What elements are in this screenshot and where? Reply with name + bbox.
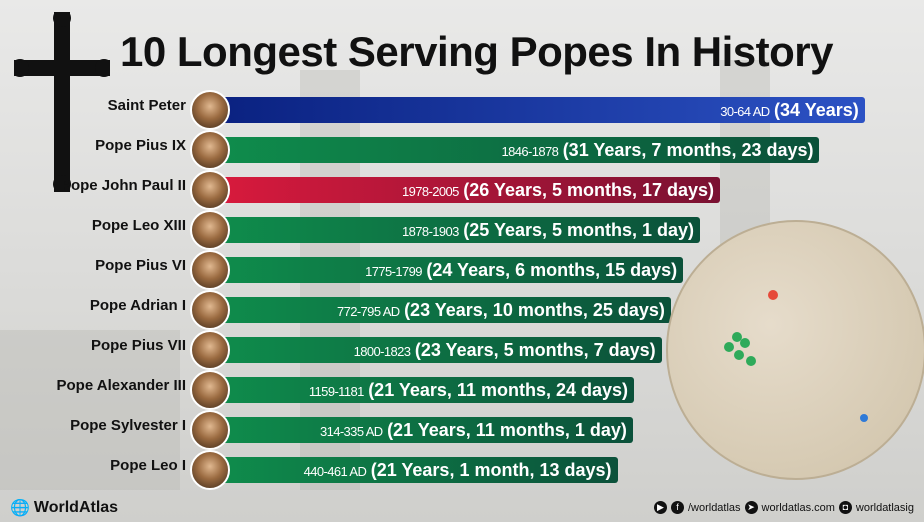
category-label: Pope Alexander III bbox=[56, 377, 187, 394]
bar-row: Saint Peter 30-64 AD (34 Years) bbox=[0, 90, 924, 130]
duration-label: (26 Years, 5 months, 17 days) bbox=[463, 180, 715, 200]
bar: 1800-1823 (23 Years, 5 months, 7 days) bbox=[212, 337, 662, 363]
duration-label: (23 Years, 5 months, 7 days) bbox=[414, 340, 656, 360]
cross-icon bbox=[14, 12, 110, 192]
duration-label: (34 Years) bbox=[774, 100, 859, 120]
category-label: Pope John Paul II bbox=[60, 177, 186, 194]
pope-portrait bbox=[190, 290, 230, 330]
bar-row: Pope Sylvester I 314-335 AD (21 Years, 1… bbox=[0, 410, 924, 450]
date-label: 30-64 AD bbox=[720, 104, 770, 119]
map-marker-italy bbox=[740, 338, 750, 348]
bar: 1846-1878 (31 Years, 7 months, 23 days) bbox=[212, 137, 820, 163]
pope-portrait bbox=[190, 210, 230, 250]
pope-portrait bbox=[190, 170, 230, 210]
category-label: Pope Leo I bbox=[110, 457, 186, 474]
duration-label: (21 Years, 1 month, 13 days) bbox=[370, 460, 612, 480]
instagram-link[interactable]: worldatlasig bbox=[855, 501, 914, 514]
date-label: 1800-1823 bbox=[353, 344, 411, 359]
bar-row: Pope Leo XIII 1878-1903 (25 Years, 5 mon… bbox=[0, 210, 924, 250]
chart-title: 10 Longest Serving Popes In History bbox=[120, 28, 834, 75]
category-label: Pope Sylvester I bbox=[70, 417, 186, 434]
bar-row: Pope Adrian I 772-795 AD (23 Years, 10 m… bbox=[0, 290, 924, 330]
bar-row: Pope Alexander III 1159-1181 (21 Years, … bbox=[0, 370, 924, 410]
pope-portrait bbox=[190, 250, 230, 290]
duration-label: (25 Years, 5 months, 1 day) bbox=[463, 220, 695, 240]
bar-row: Pope John Paul II 1978-2005 (26 Years, 5… bbox=[0, 170, 924, 210]
bar: 772-795 AD (23 Years, 10 months, 25 days… bbox=[212, 297, 671, 323]
map-marker-italy bbox=[724, 342, 734, 352]
bar-row: Pope Pius IX 1846-1878 (31 Years, 7 mont… bbox=[0, 130, 924, 170]
map-marker-italy bbox=[732, 332, 742, 342]
map-marker-israel bbox=[860, 414, 868, 422]
map-marker-italy bbox=[746, 356, 756, 366]
facebook-icon[interactable]: f bbox=[670, 501, 684, 514]
duration-label: (21 Years, 11 months, 1 day) bbox=[387, 420, 627, 440]
map-marker-italy bbox=[734, 350, 744, 360]
pope-portrait bbox=[190, 410, 230, 450]
bar-row: Pope Pius VI 1775-1799 (24 Years, 6 mont… bbox=[0, 250, 924, 290]
social-links: ▶ f/worldatlas ➤ worldatlas.com ◘ worldatla… bbox=[653, 501, 914, 514]
duration-label: (24 Years, 6 months, 15 days) bbox=[426, 260, 678, 280]
bar: 314-335 AD (21 Years, 11 months, 1 day) bbox=[212, 417, 633, 443]
bar: 1159-1181 (21 Years, 11 months, 24 days) bbox=[212, 377, 635, 403]
pope-portrait bbox=[190, 90, 230, 130]
bar: 440-461 AD (21 Years, 1 month, 13 days) bbox=[212, 457, 618, 483]
category-label: Pope Pius VI bbox=[95, 257, 186, 274]
pope-portrait bbox=[190, 370, 230, 410]
category-label: Pope Pius VII bbox=[90, 337, 186, 354]
category-label: Pope Leo XIII bbox=[91, 217, 186, 234]
bar: 1775-1799 (24 Years, 6 months, 15 days) bbox=[212, 257, 684, 283]
bar-row: Pope Pius VII 1800-1823 (23 Years, 5 mon… bbox=[0, 330, 924, 370]
date-label: 440-461 AD bbox=[303, 464, 367, 479]
bar: 30-64 AD (34 Years) bbox=[212, 97, 865, 123]
pope-portrait bbox=[190, 450, 230, 490]
date-label: 1878-1903 bbox=[402, 224, 459, 239]
date-label: 1978-2005 bbox=[402, 184, 459, 199]
website-icon[interactable]: ➤ bbox=[744, 501, 758, 514]
pope-portrait bbox=[190, 330, 230, 370]
category-label: Saint Peter bbox=[107, 97, 186, 114]
europe-map bbox=[666, 220, 924, 480]
pope-portrait bbox=[190, 130, 230, 170]
bar-row: Pope Leo I 440-461 AD (21 Years, 1 month… bbox=[0, 450, 924, 490]
date-label: 1775-1799 bbox=[365, 264, 422, 279]
website-link[interactable]: worldatlas.com bbox=[761, 501, 835, 514]
youtube-icon[interactable]: ▶ bbox=[653, 501, 667, 514]
bar: 1878-1903 (25 Years, 5 months, 1 day) bbox=[212, 217, 701, 243]
instagram-icon[interactable]: ◘ bbox=[838, 501, 852, 514]
facebook-link[interactable]: /worldatlas bbox=[687, 501, 741, 514]
date-label: 314-335 AD bbox=[319, 424, 383, 439]
date-label: 772-795 AD bbox=[336, 304, 400, 319]
bar: 1978-2005 (26 Years, 5 months, 17 days) bbox=[212, 177, 721, 203]
duration-label: (21 Years, 11 months, 24 days) bbox=[368, 380, 629, 400]
globe-icon: 🌐 bbox=[10, 500, 30, 517]
category-label: Pope Adrian I bbox=[89, 297, 186, 314]
map-marker-poland bbox=[768, 290, 778, 300]
date-label: 1159-1181 bbox=[308, 384, 364, 399]
duration-label: (31 Years, 7 months, 23 days) bbox=[562, 140, 814, 160]
duration-label: (23 Years, 10 months, 25 days) bbox=[404, 300, 665, 320]
brand-logo: 🌐 WorldAtlas bbox=[10, 499, 119, 517]
date-label: 1846-1878 bbox=[501, 144, 559, 159]
category-label: Pope Pius IX bbox=[95, 137, 186, 154]
